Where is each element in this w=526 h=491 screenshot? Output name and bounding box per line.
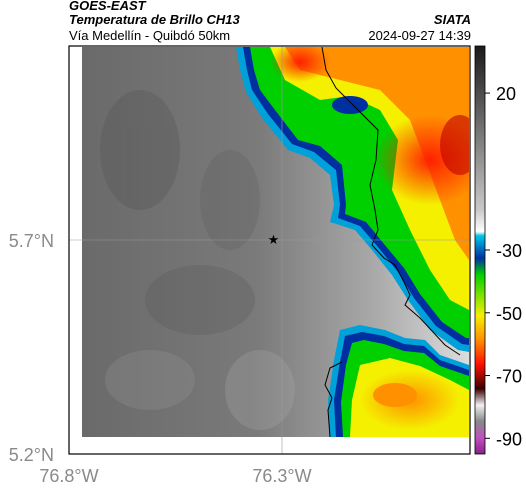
colorbar-tick-label: -90 [496, 429, 522, 449]
colorbar-tick-label: -70 [496, 367, 522, 387]
title-product: Temperatura de Brillo CH13 [69, 12, 240, 27]
lat-tick-label: 5.2°N [9, 445, 54, 465]
admin-boundary [321, 47, 461, 356]
lat-tick-label: 5.7°N [9, 231, 54, 251]
colorbar-tick-label: 20 [496, 84, 516, 104]
hot-spot [270, 47, 330, 82]
colorbar-tick-label: -50 [496, 304, 522, 324]
cold-cell [332, 96, 368, 114]
admin-boundary [324, 361, 343, 437]
map-frame [68, 45, 471, 455]
cloud-texture [100, 90, 295, 430]
latitude-labels: 5.7°N 5.2°N [9, 231, 54, 465]
longitude-labels: 76.8°W 76.3°W [39, 466, 311, 486]
colorbar-ticks: 20 -30 -50 -70 -90 [485, 84, 522, 449]
timestamp: 2024-09-27 14:39 [368, 28, 471, 43]
lon-tick-label: 76.8°W [39, 466, 98, 486]
organization-label: SIATA [433, 12, 471, 27]
brightness-temperature-field [82, 47, 469, 437]
title-satellite: GOES-EAST [69, 0, 146, 13]
colorbar-tick-label: -30 [496, 241, 522, 261]
hot-spot [373, 383, 417, 407]
warm-region-orange [285, 47, 469, 260]
lon-tick-label: 76.3°W [252, 466, 311, 486]
location-marker-star-icon: ★ [268, 232, 280, 247]
hot-spot [440, 115, 469, 175]
subtitle-area: Vía Medellín - Quibdó 50km [69, 28, 231, 43]
colorbar [474, 45, 486, 455]
